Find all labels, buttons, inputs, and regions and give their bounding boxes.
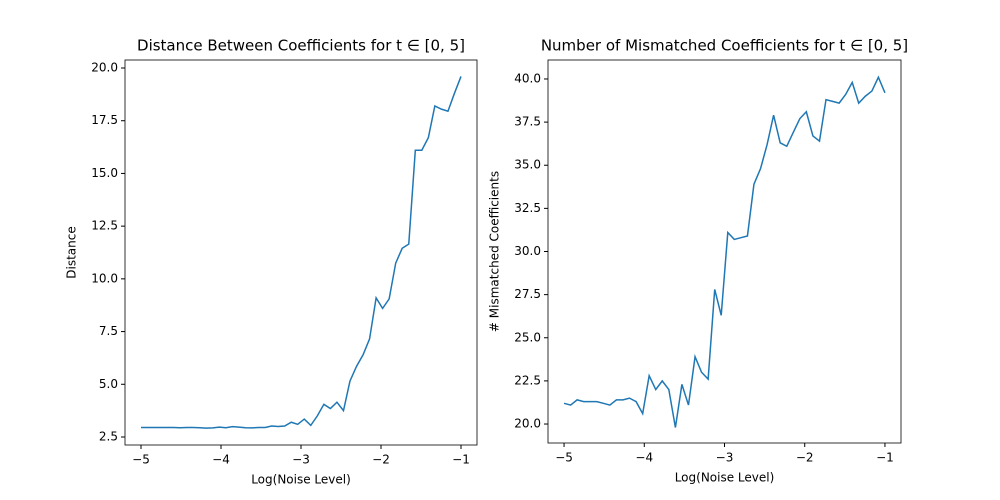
data-line — [563, 75, 886, 428]
plot-frame — [124, 59, 478, 446]
x-tick-label: −2 — [372, 453, 390, 467]
x-tick-label: −5 — [555, 451, 573, 465]
y-tick-label: 32.5 — [514, 201, 541, 215]
y-tick-label: 10.0 — [91, 271, 118, 285]
x-axis-label: Log(Noise Level) — [675, 471, 775, 485]
y-tick-label: 20.0 — [91, 61, 118, 75]
chart-title: Distance Between Coefficients for t ∈ [0… — [137, 37, 465, 55]
x-tick-label: −4 — [212, 453, 230, 467]
y-tick-label: 17.5 — [91, 113, 118, 127]
y-tick-label: 7.5 — [99, 324, 118, 338]
y-tick-label: 35.0 — [514, 158, 541, 172]
y-tick-label: 12.5 — [91, 219, 118, 233]
y-tick-label: 25.0 — [514, 330, 541, 344]
chart-title: Number of Mismatched Coefficients for t … — [541, 37, 908, 55]
y-tick-label: 30.0 — [514, 244, 541, 258]
x-tick-label: −4 — [635, 451, 653, 465]
y-tick-label: 22.5 — [514, 373, 541, 387]
x-axis-label: Log(Noise Level) — [251, 473, 351, 487]
x-tick-label: −1 — [452, 453, 470, 467]
y-tick-label: 20.0 — [514, 417, 541, 431]
plot-frame — [547, 59, 902, 444]
x-tick-label: −2 — [796, 451, 814, 465]
y-tick-label: 27.5 — [514, 287, 541, 301]
y-axis-label: Distance — [65, 226, 79, 278]
x-tick-label: −5 — [132, 453, 150, 467]
x-tick-label: −1 — [876, 451, 894, 465]
y-tick-label: 40.0 — [514, 71, 541, 85]
x-tick-label: −3 — [292, 453, 310, 467]
y-tick-label: 15.0 — [91, 166, 118, 180]
y-tick-label: 2.5 — [99, 429, 118, 443]
y-axis-label: # Mismatched Coefficients — [488, 171, 502, 332]
x-tick-label: −3 — [716, 451, 734, 465]
y-tick-label: 5.0 — [99, 377, 118, 391]
y-tick-label: 37.5 — [514, 115, 541, 129]
data-line — [141, 76, 462, 429]
